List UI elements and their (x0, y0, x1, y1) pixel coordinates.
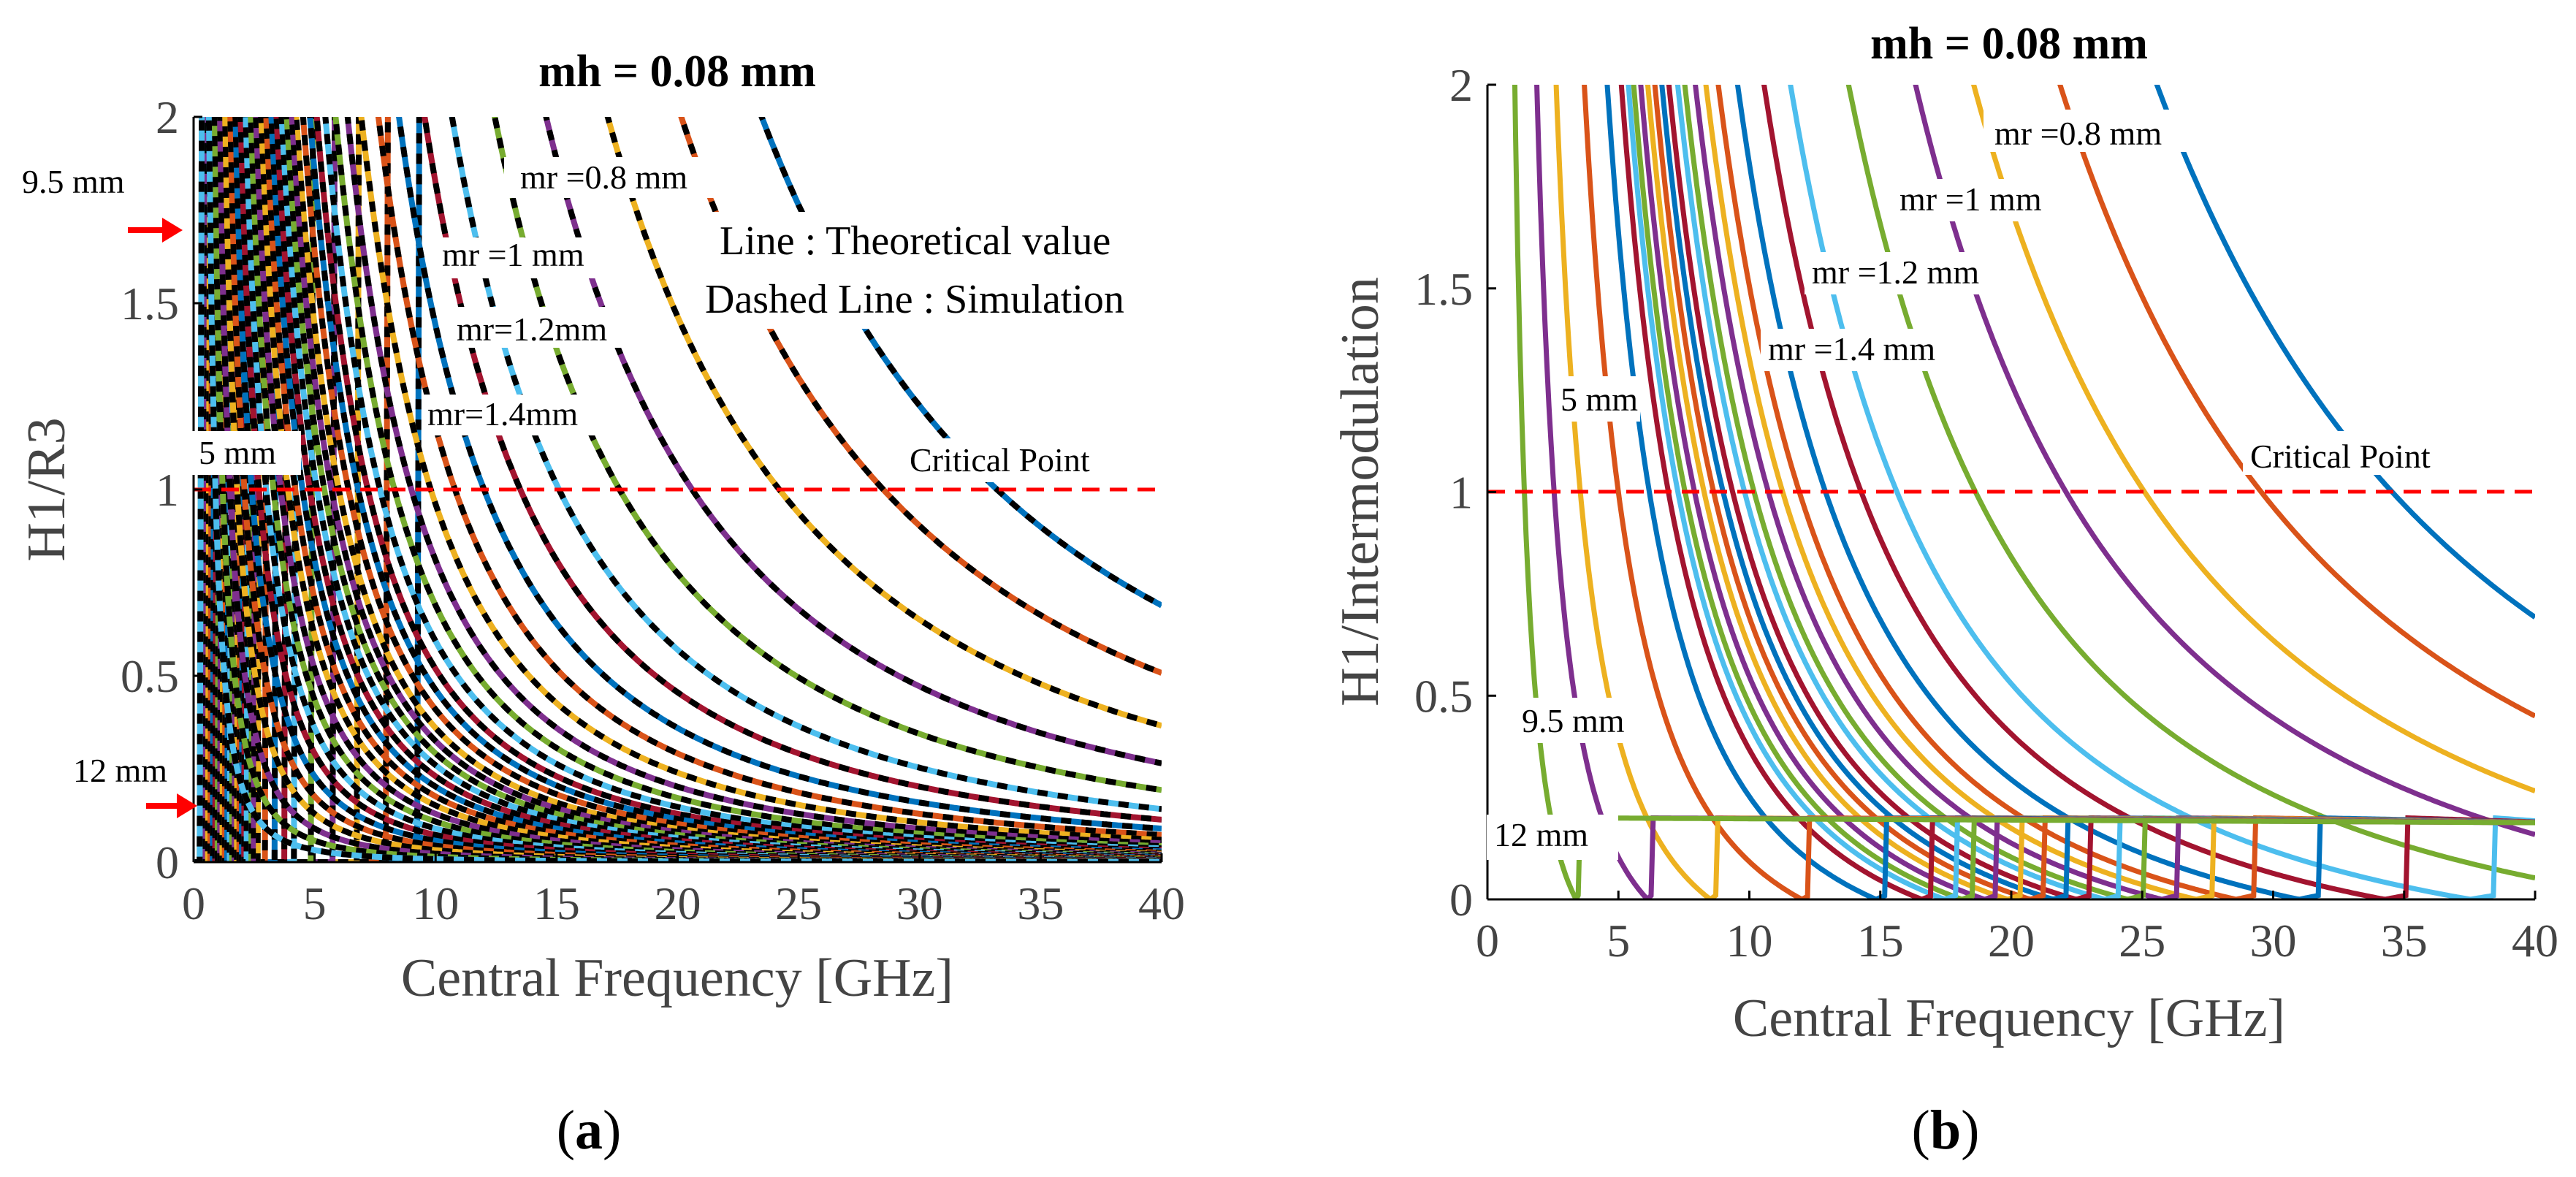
panel-b-mr-label-3: mr =1.4 mm (1768, 330, 1935, 367)
panel-a-simulation-line (194, 117, 1162, 862)
panel-b-series-line (1913, 85, 2535, 837)
panel-b-xtick-label: 20 (1988, 915, 2035, 967)
panel-b-xtick-label: 10 (1726, 915, 1773, 967)
panel-a-mr-label-2: mr=1.2mm (457, 311, 607, 348)
panel-a-simulation-line (194, 117, 1162, 862)
panel-a-xtick-label: 40 (1138, 877, 1185, 929)
panel-b-annotations: mr =0.8 mm mr =1 mm mr =1.2 mm mr =1.4 m… (1487, 110, 2484, 860)
panel-a-title: mh = 0.08 mm (538, 47, 816, 96)
panel-b-xtick-label: 40 (2512, 915, 2558, 967)
panel-b-series-line (1761, 85, 2535, 899)
panel-b-ytick-label: 0 (1449, 874, 1473, 926)
panel-a-xtick-label: 30 (896, 877, 943, 929)
panel-b-ytick-label: 1.5 (1414, 263, 1473, 315)
panel-b-curves (1512, 85, 2535, 899)
panel-b-ticks: 0 5 10 15 20 25 30 35 40 0 0.5 1 1.5 2 (1414, 59, 2558, 967)
panel-b-xtick-label: 0 (1476, 915, 1499, 967)
panel-a-arrow-12mm (146, 793, 197, 818)
panel-a-ytick-label: 1 (156, 464, 179, 516)
panel-a-theory-line (194, 117, 1162, 862)
panel-a-size-9-5mm: 9.5 mm (22, 163, 125, 200)
panel-b-series-line (1845, 85, 2535, 881)
panel-a-xlabel: Central Frequency [GHz] (401, 948, 953, 1008)
panel-b-ytick-label: 1 (1449, 467, 1473, 519)
panel-a-mr-label-3: mr=1.4mm (427, 395, 578, 433)
panel-a-xtick-label: 20 (655, 877, 701, 929)
panel-a-simulation-line (194, 117, 1162, 862)
panel-a-ticks: 0 5 10 15 20 25 30 35 40 0 0.5 1 1.5 2 (121, 91, 1185, 929)
panel-a-theory-line (194, 117, 1162, 862)
panel-b: mh = 0.08 mm 0 5 10 15 20 25 30 35 40 0 0.5 1 1.5 2 m… (1330, 19, 2558, 1161)
panel-a-curves (194, 117, 1162, 862)
panel-a-simulation-line (194, 117, 1162, 862)
panel-a-critical-label: Critical Point (910, 441, 1090, 479)
panel-a-simulation-line (194, 117, 1162, 862)
panel-a-mr-label-1: mr =1 mm (442, 236, 584, 273)
panel-a-ylabel: H1/R3 (17, 417, 77, 561)
panel-b-mr-label-1: mr =1 mm (1899, 180, 2042, 218)
panel-a-simulation-line (194, 117, 1162, 862)
panel-a-size-5mm: 5 mm (199, 434, 276, 471)
panel-a-legend-dashed: Dashed Line : Simulation (705, 277, 1124, 322)
panel-a-caption: (a) (557, 1100, 622, 1161)
panel-b-critical-label: Critical Point (2250, 438, 2431, 475)
panel-b-size-9-5mm: 9.5 mm (1522, 702, 1625, 739)
panel-b-xlabel: Central Frequency [GHz] (1733, 989, 2285, 1048)
panel-a-simulation-line (194, 117, 1162, 862)
panel-b-title: mh = 0.08 mm (1870, 19, 2148, 69)
panel-b-xtick-label: 30 (2250, 915, 2297, 967)
panel-b-size-5mm: 5 mm (1561, 381, 1638, 418)
panel-a-mr-label-0: mr =0.8 mm (520, 159, 687, 196)
panel-a-ytick-label: 0 (156, 837, 179, 888)
panel-b-xtick-label: 25 (2119, 915, 2165, 967)
panel-b-mr-label-2: mr =1.2 mm (1812, 254, 1979, 291)
panel-a-ytick-label: 0.5 (121, 650, 179, 702)
panel-b-xtick-label: 5 (1607, 915, 1630, 967)
panel-a-xtick-label: 25 (775, 877, 822, 929)
panel-b-series-line (1788, 85, 2535, 899)
panel-a-simulation-line (194, 117, 1162, 862)
panel-a-simulation-line (194, 117, 1162, 862)
panel-b-mr-label-0: mr =0.8 mm (1994, 115, 2162, 152)
panel-a: mh = 0.08 mm 0 5 10 15 20 25 30 35 40 0 0.5 1 1.5 2 m… (17, 47, 1253, 1161)
panel-a-xtick-label: 0 (182, 877, 205, 929)
panel-a-ytick-label: 2 (156, 91, 179, 143)
panel-a-xtick-label: 5 (303, 877, 327, 929)
panel-a-annotations: mr =0.8 mm mr =1 mm mr=1.2mm mr=1.4mm Li… (22, 157, 1253, 789)
panel-b-ylabel: H1/Intermodulation (1330, 277, 1390, 706)
panel-a-xtick-label: 10 (412, 877, 459, 929)
panel-a-xtick-label: 35 (1017, 877, 1064, 929)
panel-a-simulation-line (194, 117, 1162, 862)
panel-a-simulation-line (194, 117, 1162, 862)
panel-b-ytick-label: 2 (1449, 59, 1473, 111)
panel-b-series-line (2057, 85, 2535, 719)
panel-b-xtick-label: 35 (2381, 915, 2428, 967)
panel-a-arrow-9-5mm (128, 218, 183, 243)
panel-b-xtick-label: 15 (1857, 915, 1904, 967)
panel-a-simulation-line (194, 117, 1162, 862)
panel-b-size-12mm: 12 mm (1494, 816, 1588, 853)
panel-a-simulation-line (194, 117, 1162, 862)
panel-a-size-12mm: 12 mm (73, 752, 167, 789)
panel-a-xtick-label: 15 (533, 877, 580, 929)
panel-b-series-line (1512, 85, 2535, 899)
panel-b-caption: (b) (1912, 1100, 1980, 1161)
panel-b-ytick-label: 0.5 (1414, 670, 1473, 722)
panel-a-ytick-label: 1.5 (121, 278, 179, 330)
panel-a-legend-line: Line : Theoretical value (720, 218, 1110, 264)
